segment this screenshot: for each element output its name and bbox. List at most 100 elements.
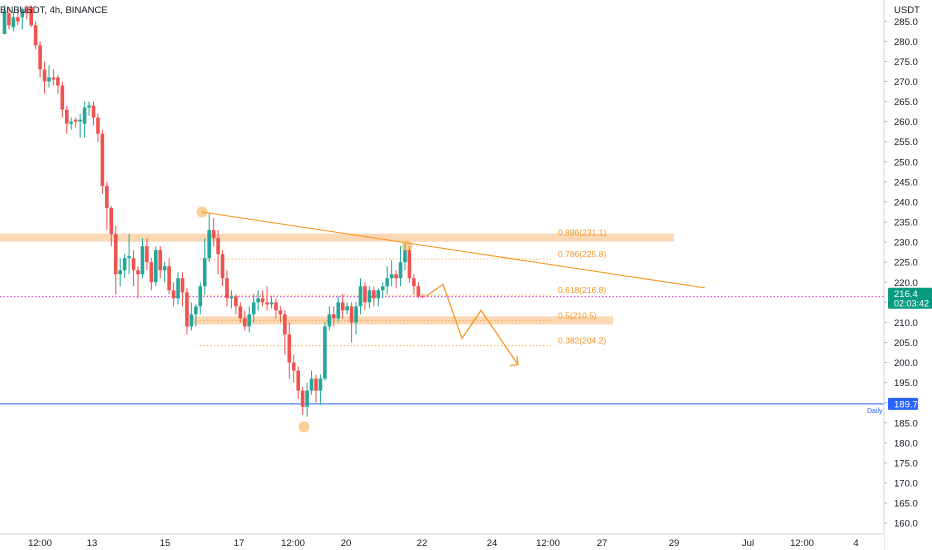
candle-body [118, 270, 122, 275]
price-tick-label: 275.0 [894, 57, 918, 68]
candle-body [7, 13, 11, 26]
price-axis-unit: USDT [894, 5, 920, 16]
candle [269, 296, 274, 309]
candle-body [398, 262, 403, 279]
pivot-marker [298, 421, 310, 433]
time-axis[interactable]: 12:00 13 15 17 12:00 20 22 24 12:00 27 29 Jul 12:00 4 [0, 533, 884, 550]
candle [2, 5, 7, 35]
price-tick-label: 230.0 [894, 238, 918, 249]
candle [274, 298, 278, 319]
fib-zones [0, 233, 674, 325]
candle-body [167, 266, 171, 291]
price-tick-label: 225.0 [894, 258, 918, 269]
time-tick-label: 12:00 [281, 538, 305, 549]
candle-body [283, 314, 287, 335]
candle [407, 246, 412, 283]
last-price-value: 216.4 [894, 289, 918, 300]
candle [283, 310, 287, 355]
candle [194, 304, 198, 327]
candle [202, 238, 207, 295]
candle [20, 7, 25, 30]
candle [29, 5, 33, 28]
candle-body [421, 296, 425, 298]
price-tick-label: 210.0 [894, 318, 918, 329]
candle [73, 117, 78, 128]
time-axis-background [0, 534, 884, 550]
candle [42, 61, 47, 94]
candle-body [229, 296, 234, 299]
candle-body [216, 238, 220, 255]
candle [394, 270, 398, 289]
candle [256, 290, 260, 311]
candle-body [345, 306, 349, 311]
time-tick-label: 12:00 [790, 538, 814, 549]
candle-body [265, 302, 269, 305]
candle-body [24, 9, 29, 14]
candle [220, 250, 225, 287]
candle-body [211, 230, 216, 239]
candle-body [131, 258, 136, 271]
candle [82, 101, 87, 138]
candlestick-series [2, 5, 425, 417]
price-tick-label: 250.0 [894, 157, 918, 168]
candle-body [73, 119, 78, 122]
candle-body [305, 390, 309, 407]
candle [51, 69, 56, 86]
price-tick-label: 260.0 [894, 117, 918, 128]
fib-zone-0886 [0, 233, 674, 242]
candle [318, 374, 323, 405]
candle-body [91, 105, 96, 118]
candle-body [136, 270, 140, 275]
projection-arrowhead [509, 356, 519, 367]
candle [358, 278, 363, 315]
candle [314, 374, 318, 403]
price-tick-label: 235.0 [894, 218, 918, 229]
fib-level-label: 0.5(210.5) [558, 310, 597, 320]
candle [96, 113, 100, 142]
projection-path [425, 283, 519, 365]
candle-body [327, 314, 332, 327]
candle-body [185, 292, 189, 327]
candle-body [376, 290, 381, 299]
candle [16, 9, 20, 26]
candle-body [51, 77, 56, 80]
candle [349, 302, 354, 343]
price-tick-label: 280.0 [894, 37, 918, 48]
candle [309, 370, 314, 395]
price-tick-label: 245.0 [894, 177, 918, 188]
candle [113, 226, 118, 295]
candle-body [336, 302, 341, 319]
last-price-tag-bg [888, 287, 932, 309]
price-labels: 216.402:03:42 189.7 [888, 287, 932, 410]
candle-body [296, 370, 300, 391]
candle-body [140, 246, 145, 275]
time-tick-label: 13 [87, 538, 98, 549]
candle [216, 230, 220, 275]
candle [7, 7, 11, 30]
candle-body [16, 17, 20, 22]
candle-body [87, 105, 91, 108]
time-tick-label: 12:00 [28, 538, 52, 549]
time-tick-label: 15 [160, 538, 171, 549]
candle-body [29, 7, 33, 26]
candle-body [238, 306, 243, 319]
candle-body [82, 107, 87, 124]
candle-body [96, 117, 100, 134]
candle-body [247, 314, 252, 327]
candle-body [243, 318, 247, 327]
candle-body [38, 45, 42, 70]
candle-body [69, 121, 74, 124]
price-axis[interactable]: USDT160.0165.0170.0175.0180.0185.0190.01… [883, 0, 932, 550]
support-price-tag: 189.7 [888, 397, 918, 410]
candle [247, 306, 252, 333]
candle-body [385, 278, 389, 287]
time-tick-label: 27 [597, 538, 608, 549]
candle-body [122, 258, 127, 271]
candle-body [274, 302, 278, 311]
candle [296, 366, 300, 399]
candle-body [380, 286, 385, 291]
price-tick-label: 205.0 [894, 338, 918, 349]
candle-body [287, 334, 292, 363]
